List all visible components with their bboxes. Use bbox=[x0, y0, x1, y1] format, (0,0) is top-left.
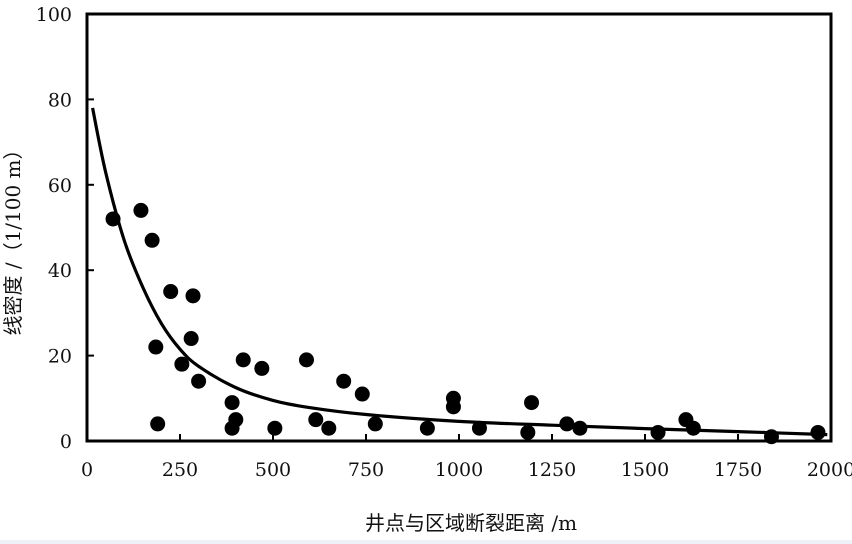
data-point bbox=[133, 202, 149, 218]
data-point bbox=[174, 356, 190, 372]
data-points bbox=[105, 202, 826, 445]
x-tick-label: 250 bbox=[162, 459, 198, 481]
data-point bbox=[419, 420, 435, 436]
trend-line-layer bbox=[91, 107, 828, 437]
data-point bbox=[183, 331, 199, 347]
data-point bbox=[572, 420, 588, 436]
axis-ticks bbox=[87, 98, 739, 441]
data-point bbox=[336, 373, 352, 389]
y-tick-label: 80 bbox=[48, 89, 72, 111]
data-point bbox=[367, 416, 383, 432]
data-point bbox=[228, 412, 244, 428]
x-tick-label: 0 bbox=[81, 459, 93, 481]
x-tick-label: 750 bbox=[348, 459, 384, 481]
x-tick-label: 2000 bbox=[807, 459, 852, 481]
data-point bbox=[471, 420, 487, 436]
y-tick-label: 0 bbox=[60, 431, 72, 453]
data-point bbox=[144, 232, 160, 248]
y-tick-label: 100 bbox=[36, 4, 72, 26]
plot-frame bbox=[85, 12, 833, 443]
data-point bbox=[685, 420, 701, 436]
data-point bbox=[524, 395, 540, 411]
x-tick-label: 1000 bbox=[435, 459, 483, 481]
data-point bbox=[520, 424, 536, 440]
y-axis-title: 线密度 /（1/100 m） bbox=[1, 139, 25, 335]
data-point bbox=[254, 360, 270, 376]
data-point bbox=[267, 420, 283, 436]
data-point bbox=[559, 416, 575, 432]
data-point bbox=[445, 399, 461, 415]
data-point bbox=[148, 339, 164, 355]
y-tick-labels: 0 20 40 60 80 100 bbox=[36, 4, 72, 453]
x-tick-label: 1500 bbox=[621, 459, 669, 481]
data-point bbox=[185, 288, 201, 304]
data-point bbox=[235, 352, 251, 368]
x-tick-label: 1250 bbox=[528, 459, 576, 481]
data-point bbox=[650, 424, 666, 440]
x-tick-label: 1750 bbox=[714, 459, 762, 481]
data-point bbox=[354, 386, 370, 402]
data-point bbox=[810, 424, 826, 440]
data-point bbox=[150, 416, 166, 432]
x-tick-labels: 0 250 500 750 1000 1250 1500 1750 2000 bbox=[81, 459, 852, 481]
x-axis-title: 井点与区域断裂距离 /m bbox=[365, 511, 577, 535]
trend-line bbox=[91, 107, 828, 437]
y-tick-label: 20 bbox=[48, 346, 72, 368]
x-tick-label: 500 bbox=[255, 459, 291, 481]
y-tick-label: 40 bbox=[48, 260, 72, 282]
data-point bbox=[298, 352, 314, 368]
data-point bbox=[191, 373, 207, 389]
y-tick-label: 60 bbox=[48, 175, 72, 197]
data-point bbox=[163, 284, 179, 300]
data-point bbox=[308, 412, 324, 428]
data-point bbox=[321, 420, 337, 436]
data-point bbox=[224, 395, 240, 411]
data-point bbox=[105, 211, 121, 227]
